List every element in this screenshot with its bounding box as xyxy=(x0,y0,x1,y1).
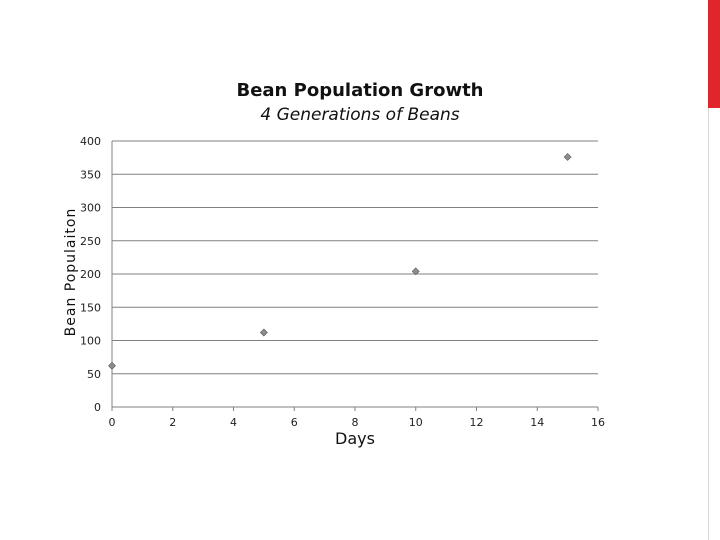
x-tick-labels: 0 2 4 6 8 10 12 14 16 xyxy=(109,407,605,429)
y-tick-label: 400 xyxy=(80,135,101,148)
chart-title: Bean Population Growth xyxy=(236,80,484,101)
x-tick-label: 0 xyxy=(109,416,116,429)
y-tick-label: 200 xyxy=(80,268,101,281)
x-tick-label: 8 xyxy=(352,416,359,429)
y-axis-title: Bean Populaiton xyxy=(63,208,79,337)
x-tick-label: 14 xyxy=(530,416,544,429)
data-point xyxy=(108,361,116,370)
y-tick-label: 50 xyxy=(87,368,101,381)
x-axis-title: Days xyxy=(335,429,375,448)
data-point xyxy=(411,267,420,276)
x-tick-label: 10 xyxy=(409,416,423,429)
x-tick-label: 2 xyxy=(169,416,176,429)
y-tick-labels: 0 50 100 150 200 250 300 350 400 xyxy=(80,135,101,414)
x-tick-label: 16 xyxy=(591,416,605,429)
y-tick-label: 150 xyxy=(80,301,101,314)
x-tick-label: 12 xyxy=(470,416,484,429)
y-tick-label: 100 xyxy=(80,335,101,348)
data-point xyxy=(563,153,572,161)
chart-subtitle: 4 Generations of Beans xyxy=(260,105,460,125)
gridlines xyxy=(111,140,598,408)
accent-divider xyxy=(708,108,709,540)
data-point xyxy=(259,328,268,337)
x-tick-label: 6 xyxy=(291,416,298,429)
data-points xyxy=(108,153,572,370)
accent-bar xyxy=(708,0,720,108)
y-tick-label: 0 xyxy=(94,401,101,414)
y-tick-label: 350 xyxy=(80,168,101,181)
y-tick-label: 300 xyxy=(80,202,101,215)
y-tick-label: 250 xyxy=(80,235,101,248)
x-tick-label: 4 xyxy=(230,416,237,429)
